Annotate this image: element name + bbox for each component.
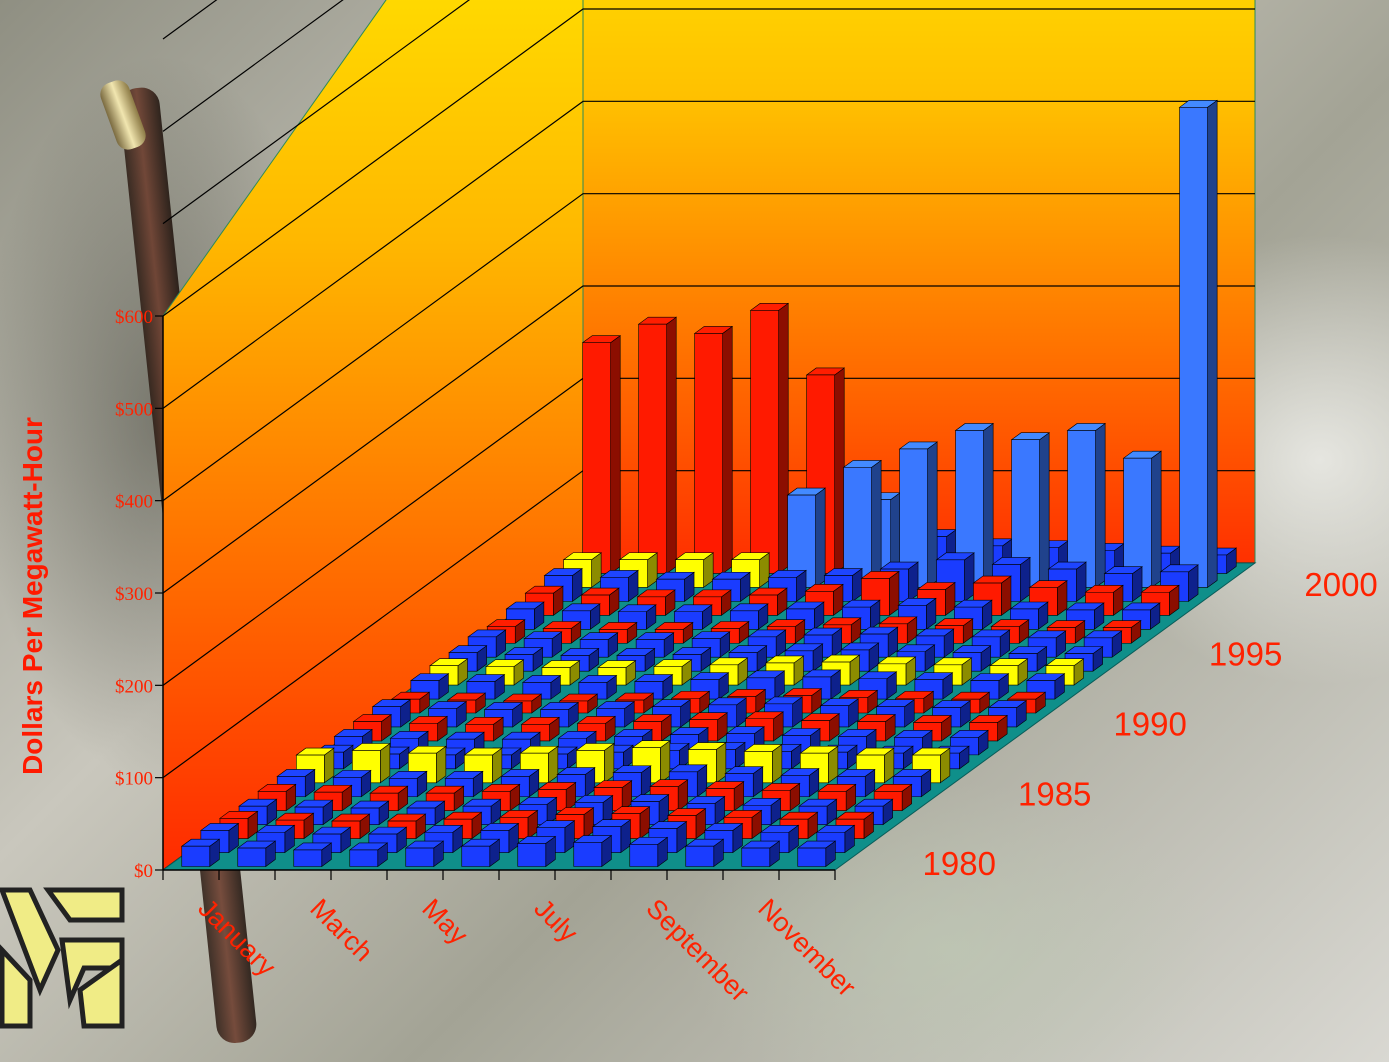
- bar: [1121, 602, 1161, 630]
- gridline: [162, 0, 344, 132]
- bar: [854, 798, 894, 826]
- y-tick-labels: $0 $100 $200 $300 $400 $500 $600: [115, 307, 153, 882]
- month-tick-label: March: [304, 893, 378, 967]
- bar: [972, 575, 1012, 616]
- bar: [516, 835, 557, 868]
- bar: [693, 325, 734, 575]
- gridline: [162, 8, 1255, 317]
- y-tick-label: $400: [115, 492, 153, 513]
- bar: [749, 302, 790, 575]
- bar: [842, 459, 883, 589]
- bar: [1122, 450, 1163, 589]
- bar: [898, 441, 939, 589]
- y-tick-label: $300: [115, 584, 153, 605]
- bar: [637, 316, 678, 575]
- chart-bars: [180, 99, 1238, 868]
- bar: [577, 674, 618, 700]
- y-tick-label: $100: [115, 769, 153, 790]
- bar: [628, 836, 669, 868]
- bar: [688, 712, 729, 742]
- y-axis-label: Dollars Per Megawatt-Hour: [17, 417, 48, 775]
- bar: [860, 570, 900, 616]
- bar: [913, 672, 954, 700]
- year-tick-labels: 1980 1985 1990 1995 2000: [923, 566, 1378, 882]
- month-tick-label: July: [528, 893, 584, 949]
- year-tick-label: 1980: [923, 845, 996, 882]
- month-tick-label: May: [416, 893, 474, 951]
- month-tick-label: January: [192, 893, 281, 982]
- gridline: [162, 0, 471, 225]
- year-tick-label: 1990: [1113, 705, 1186, 742]
- month-tick-label: November: [752, 893, 861, 1002]
- bar: [575, 742, 615, 784]
- bar: [785, 601, 825, 630]
- bar: [581, 335, 622, 575]
- bar: [784, 643, 824, 672]
- chart-axis-marks: [155, 315, 836, 880]
- year-tick-label: 1985: [1018, 775, 1091, 812]
- bar: [572, 834, 613, 868]
- gridline: [162, 193, 1255, 502]
- bar: [1010, 432, 1051, 589]
- bar: [1066, 422, 1107, 589]
- bar: [460, 838, 501, 868]
- bar: [740, 840, 781, 868]
- bar: [935, 552, 975, 602]
- bar: [519, 745, 559, 784]
- bar: [180, 838, 221, 868]
- y-tick-label: $500: [115, 399, 153, 420]
- bar: [786, 487, 827, 589]
- bar: [236, 840, 277, 868]
- gridline: [162, 285, 1255, 594]
- bar: [1178, 99, 1219, 589]
- bar: [292, 842, 333, 868]
- year-tick-label: 1995: [1209, 636, 1282, 673]
- bar: [535, 820, 576, 854]
- company-logo: [0, 887, 125, 1029]
- y-tick-label: $600: [115, 307, 153, 328]
- bar: [796, 840, 837, 868]
- y-tick-label: $200: [115, 676, 153, 697]
- bar: [404, 840, 445, 868]
- gridline: [162, 100, 1255, 409]
- bar: [799, 745, 839, 784]
- bar: [684, 838, 725, 868]
- bar: [348, 842, 389, 868]
- y-tick-label: $0: [134, 861, 153, 882]
- year-tick-label: 2000: [1304, 566, 1377, 603]
- month-tick-label: September: [640, 893, 755, 1008]
